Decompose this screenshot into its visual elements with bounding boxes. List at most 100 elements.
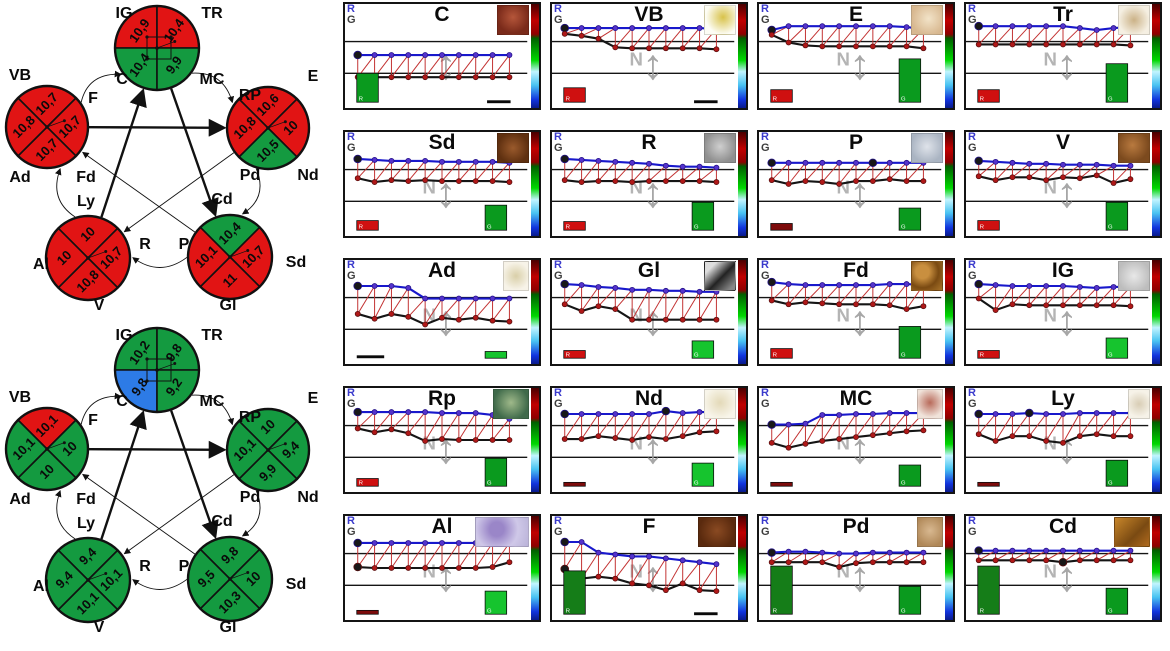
- blue-point: [1060, 547, 1066, 554]
- inner-pointer-line: [46, 120, 65, 128]
- center-dot: [86, 578, 90, 582]
- meridian-panel-Ly[interactable]: R G Ly N ↕ G: [964, 386, 1162, 494]
- net-diagonal: [889, 26, 907, 47]
- element-circle-top[interactable]: 10,2 9,89,8 9,2: [113, 326, 201, 414]
- inner-square: [146, 36, 172, 60]
- meridian-panel-MC[interactable]: R G MC N ↕ G: [757, 386, 955, 494]
- g-bar-label: G: [487, 608, 492, 614]
- meridian-panel-Gl[interactable]: R G Gl N ↕ R G: [550, 258, 748, 366]
- black-point: [629, 45, 636, 52]
- black-point: [802, 559, 809, 566]
- meridian-panel-Pd[interactable]: R G Pd N ↕ R G: [757, 514, 955, 622]
- inner-dot: [173, 40, 177, 44]
- meridian-panel-VB[interactable]: R G VB N ↕ R: [550, 2, 748, 110]
- blue-point: [595, 25, 602, 31]
- black-point: [489, 564, 496, 570]
- net-diagonal: [458, 54, 477, 78]
- element-circle-bottom_left[interactable]: 9,410,110,19,4: [44, 536, 132, 624]
- element-circle-left[interactable]: 10,710,710,710,8: [4, 84, 90, 170]
- black-point: [561, 436, 568, 442]
- r-bar: [356, 609, 379, 615]
- blue-point: [767, 420, 777, 429]
- meridian-panel-F[interactable]: R G F N ↕ R: [550, 514, 748, 622]
- meridian-panel-V[interactable]: R G V N ↕ R G: [964, 130, 1162, 238]
- meridian-panel-R[interactable]: R G R N ↕ R G: [550, 130, 748, 238]
- blue-point: [679, 163, 686, 170]
- element-circle-right[interactable]: 109,49,910,1: [225, 407, 311, 493]
- blue-point: [439, 295, 445, 302]
- meridian-panel-Cd[interactable]: R G Cd N ↕ R G: [964, 514, 1162, 622]
- net-diagonal: [788, 284, 806, 305]
- meridian-label-R: R: [139, 236, 151, 253]
- meridian-label-Pd: Pd: [240, 167, 260, 184]
- meridian-panel-Al[interactable]: R G Al N ↕ G: [343, 514, 541, 622]
- meridian-panel-Nd[interactable]: R G Nd N ↕ G: [550, 386, 748, 494]
- blue-point: [439, 158, 445, 165]
- g-bar: [898, 207, 922, 231]
- black-point: [388, 565, 395, 571]
- five-element-diagram-1: 10,9 10,410,4 9,9IG TR C MC 10,710,710,710,8VB…: [4, 4, 319, 314]
- net-diagonal: [374, 542, 392, 569]
- blue-point: [836, 412, 843, 418]
- g-bar: [1105, 337, 1129, 359]
- net-diagonal: [788, 162, 806, 185]
- net-diagonal: [1045, 285, 1064, 306]
- panel-chart: N ↕ R: [552, 537, 735, 616]
- element-circle-top[interactable]: 10,9 10,410,4 9,9: [113, 4, 201, 92]
- black-point: [472, 74, 479, 81]
- black-point: [903, 178, 910, 185]
- blue-point: [371, 540, 378, 546]
- net-diagonal: [805, 25, 823, 46]
- black-point: [696, 45, 703, 52]
- net-diagonal: [788, 551, 806, 563]
- meridian-panel-Tr[interactable]: R G Tr N ↕ R G: [964, 2, 1162, 110]
- blue-point: [371, 283, 378, 289]
- legend-g: G: [347, 270, 356, 282]
- black-point: [371, 565, 378, 571]
- blue-point: [992, 547, 999, 554]
- blue-point: [802, 159, 809, 166]
- net-diagonal: [564, 284, 582, 305]
- meridian-panel-Ad[interactable]: R G Ad N ↕: [343, 258, 541, 366]
- rg-scale-gradient: [1152, 132, 1160, 236]
- meridian-panel-P[interactable]: R G P N ↕ G: [757, 130, 955, 238]
- net-diagonal: [1045, 25, 1064, 45]
- meridian-label-E: E: [308, 390, 319, 407]
- meridian-label-Gl: Gl: [220, 619, 237, 636]
- black-point: [1026, 41, 1033, 48]
- meridian-panel-Sd[interactable]: R G Sd N ↕ R G: [343, 130, 541, 238]
- blue-point: [422, 409, 429, 415]
- net-diagonal: [407, 411, 426, 434]
- black-point: [869, 559, 876, 566]
- black-point: [819, 438, 826, 444]
- net-diagonal: [682, 411, 700, 437]
- r-bar-label: R: [980, 224, 984, 230]
- net-diagonal: [598, 161, 616, 182]
- net-diagonal: [1028, 285, 1047, 306]
- black-point: [354, 311, 361, 317]
- meridian-panel-Rp[interactable]: R G Rp N ↕ R G: [343, 386, 541, 494]
- legend-g: G: [761, 14, 770, 26]
- net-diagonal: [424, 54, 443, 78]
- meridian-panel-E[interactable]: R G E N ↕ R G: [757, 2, 955, 110]
- inner-pointer-line: [87, 251, 106, 259]
- black-point: [992, 557, 999, 564]
- net-diagonal: [978, 550, 996, 561]
- black-point: [388, 311, 395, 317]
- meridian-panel-Fd[interactable]: R G Fd N ↕ R G: [757, 258, 955, 366]
- net-diagonal: [771, 283, 789, 301]
- blue-point: [853, 159, 859, 166]
- meridian-panel-IG[interactable]: R G IG N ↕ R G: [964, 258, 1162, 366]
- meridian-panel-C[interactable]: R G C ↕ R: [343, 2, 541, 110]
- blue-point: [785, 23, 792, 30]
- net-diagonal: [1062, 412, 1081, 444]
- net-diagonal: [648, 27, 667, 49]
- g-bar: [484, 351, 508, 359]
- net-diagonal: [906, 162, 924, 182]
